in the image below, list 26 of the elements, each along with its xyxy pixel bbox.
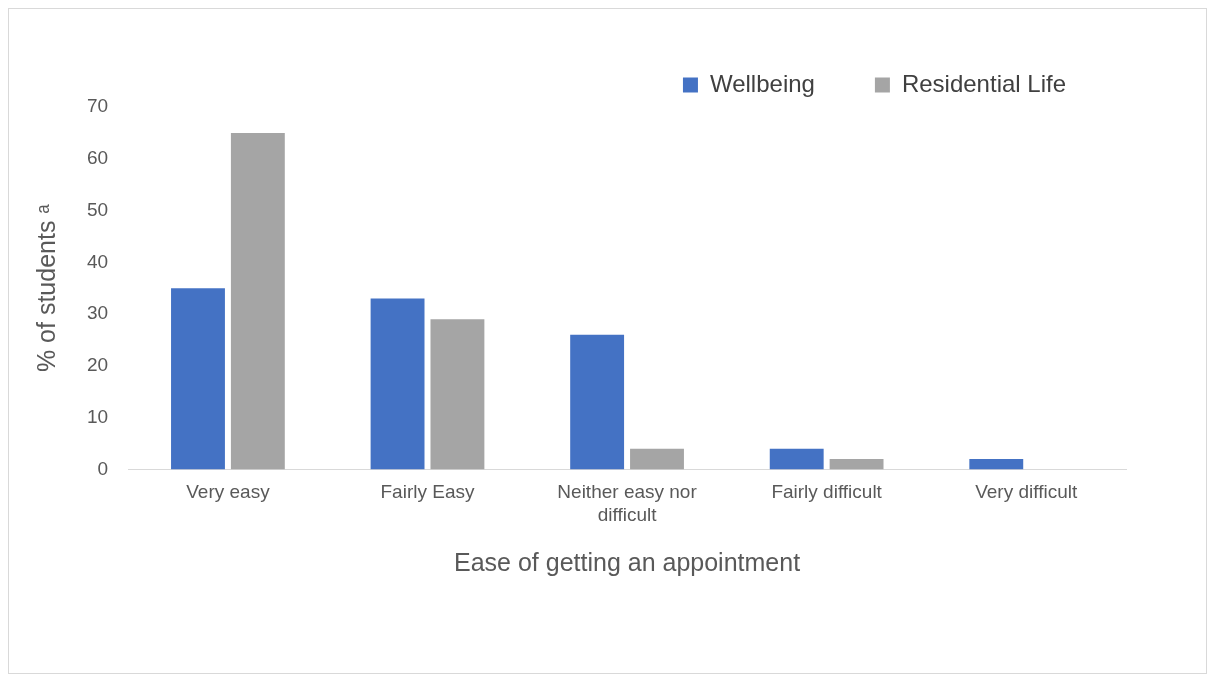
bar (570, 334, 625, 470)
y-tick-label: 0 (97, 457, 109, 479)
bar (769, 448, 824, 470)
y-tick-label: 40 (86, 250, 109, 272)
y-tick-label: 30 (86, 302, 109, 324)
bar (630, 448, 684, 470)
x-axis-title: Ease of getting an appointment (454, 547, 801, 576)
x-tick-label: Fairly Easy (380, 481, 475, 503)
bar (230, 132, 285, 470)
bar (829, 459, 884, 470)
bar (171, 288, 225, 470)
y-tick-label: 60 (86, 147, 109, 169)
y-axis-title: % of students ᵃ (31, 203, 60, 373)
y-tick-label: 70 (86, 95, 109, 117)
legend-label: Residential Life (901, 69, 1067, 97)
x-tick-label: Neither easy nor difficult (557, 481, 698, 525)
bar (370, 298, 425, 470)
x-tick-label: Fairly difficult (771, 481, 883, 503)
y-tick-label: 20 (86, 354, 109, 376)
bar (430, 319, 485, 470)
y-tick-label: 50 (86, 198, 109, 220)
y-tick-label: 10 (86, 405, 109, 427)
legend-label: Wellbeing (709, 69, 815, 97)
x-tick-label: Very difficult (975, 481, 1078, 503)
x-tick-label: Very easy (186, 481, 271, 503)
bar (969, 459, 1024, 470)
